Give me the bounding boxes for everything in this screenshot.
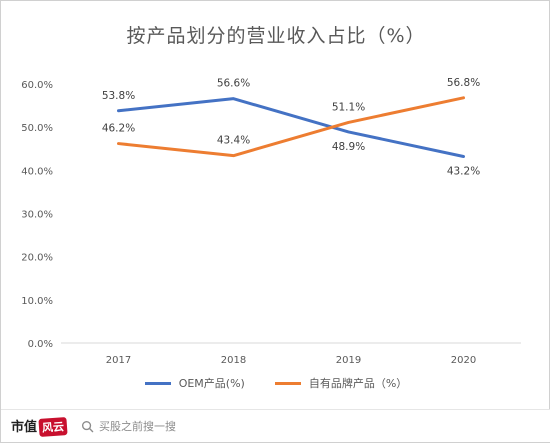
data-label: 48.9%: [332, 141, 365, 153]
line-chart: 0.0% 10.0% 20.0% 30.0% 40.0% 50.0% 60.0% 2017 20…: [21, 77, 521, 366]
legend-swatch-own-brand: [274, 381, 301, 385]
x-tick-label: 2020: [451, 355, 476, 366]
data-label: 56.6%: [217, 78, 250, 90]
legend-swatch-oem: [144, 381, 171, 385]
data-label: 46.2%: [102, 123, 135, 135]
x-tick-label: 2017: [106, 355, 131, 366]
search-icon: [81, 420, 94, 432]
y-tick-label: 60.0%: [21, 80, 53, 91]
y-tick-label: 20.0%: [21, 253, 53, 264]
data-label: 43.2%: [447, 166, 480, 178]
y-tick-label: 40.0%: [21, 166, 53, 177]
legend-item-oem: OEM产品(%): [144, 375, 245, 391]
x-tick-label: 2018: [221, 355, 246, 366]
footer-bar: 市值 风云 买股之前搜一搜: [1, 409, 550, 442]
data-label: 43.4%: [217, 135, 250, 147]
legend: OEM产品(%) 自有品牌产品（%）: [1, 375, 550, 391]
x-tick-label: 2019: [336, 355, 361, 366]
y-tick-label: 0.0%: [28, 339, 53, 350]
legend-label-oem: OEM产品(%): [178, 377, 245, 390]
data-label: 53.8%: [102, 90, 135, 102]
brand-text: 市值: [11, 420, 38, 435]
y-tick-label: 30.0%: [21, 210, 53, 221]
data-label: 51.1%: [332, 101, 365, 113]
y-tick-label: 50.0%: [21, 123, 53, 134]
legend-item-own-brand: 自有品牌产品（%）: [274, 375, 408, 391]
data-label: 56.8%: [447, 77, 480, 89]
search-text: 买股之前搜一搜: [99, 420, 177, 433]
search-box[interactable]: 买股之前搜一搜: [81, 418, 176, 434]
series-line-own-brand: [117, 96, 465, 158]
brand-logo[interactable]: 市值 风云: [11, 416, 68, 437]
series-line-oem: [117, 97, 465, 159]
chart-title: 按产品划分的营业收入占比（%）: [126, 25, 426, 47]
y-tick-label: 10.0%: [21, 296, 53, 307]
brand-stamp: 风云: [38, 417, 68, 437]
legend-label-own-brand: 自有品牌产品（%）: [308, 377, 408, 390]
